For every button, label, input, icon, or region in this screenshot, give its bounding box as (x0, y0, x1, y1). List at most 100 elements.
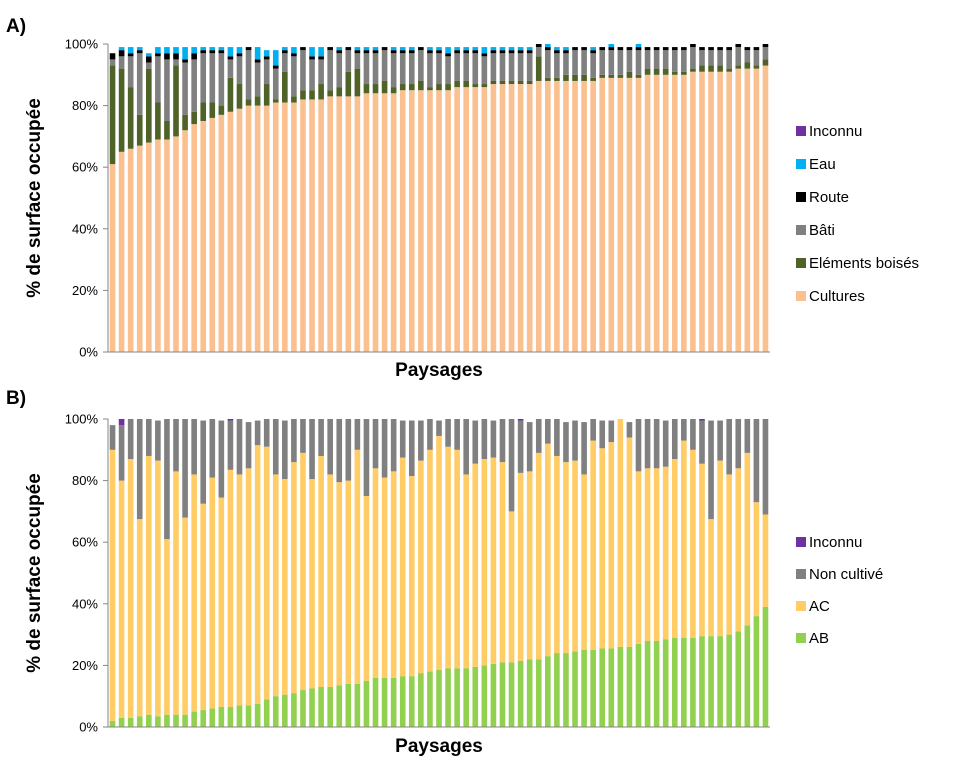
bar-cultures-22 (300, 99, 306, 352)
bar-el-ments-bois-s-63 (671, 71, 678, 75)
bar-b-ti-39 (454, 53, 460, 81)
bar-el-ments-bois-s-45 (508, 80, 515, 85)
bar-el-ments-bois-s-13 (218, 105, 225, 115)
bar-eau-38 (445, 47, 451, 54)
bar-ab-44 (499, 662, 506, 727)
bar-ac-7 (164, 539, 170, 715)
bar-b-ti-38 (445, 56, 451, 85)
bar-ab-28 (354, 683, 361, 727)
bar-eau-47 (526, 47, 533, 51)
bar-el-ments-bois-s-62 (662, 68, 669, 75)
bar-b-ti-37 (436, 53, 442, 85)
bar-el-ments-bois-s-3 (127, 87, 134, 149)
bar-cultures-49 (545, 80, 551, 353)
bar-b-ti-69 (726, 50, 732, 69)
bar-ab-34 (408, 676, 415, 727)
bar-ab-17 (254, 703, 261, 727)
legend-swatch (796, 192, 806, 202)
bar-ab-36 (427, 671, 433, 727)
bar-route-31 (381, 47, 388, 51)
bar-b-ti-47 (526, 53, 533, 81)
bar-cultures-47 (526, 84, 533, 352)
bar-route-54 (590, 50, 596, 54)
bar-route-41 (472, 50, 479, 54)
bar-ab-4 (136, 716, 143, 727)
y-tick-label: 80% (72, 98, 98, 113)
bar-ac-43 (490, 457, 497, 664)
bar-ac-71 (744, 452, 751, 626)
bar-el-ments-bois-s-46 (517, 80, 524, 85)
bar-ab-50 (554, 653, 560, 727)
bar-el-ments-bois-s-9 (182, 114, 188, 131)
bar-el-ments-bois-s-22 (300, 90, 306, 100)
bar-ac-1 (109, 449, 116, 721)
bar-ac-49 (545, 443, 551, 657)
bar-ac-23 (309, 479, 315, 689)
bar-b-ti-48 (535, 47, 542, 57)
bar-cultures-36 (427, 90, 433, 352)
bar-non-cultiv--19 (272, 419, 279, 475)
bar-cultures-12 (209, 117, 216, 352)
bar-cultures-16 (245, 105, 252, 352)
bar-b-ti-63 (671, 50, 678, 72)
bar-b-ti-70 (735, 47, 742, 66)
chart-panel-1: A) 0% 20% 40% 60% 80% 100% Paysages % de surface… (6, 16, 919, 381)
bar-ab-21 (291, 693, 297, 727)
bar-el-ments-bois-s-19 (272, 99, 279, 103)
bar-route-52 (572, 47, 578, 51)
bar-non-cultiv--28 (354, 419, 361, 450)
bar-cultures-2 (118, 151, 125, 352)
bar-ab-65 (690, 637, 696, 727)
bar-eau-2 (118, 47, 125, 51)
bar-cultures-7 (164, 139, 170, 352)
bar-route-20 (282, 50, 288, 54)
bar-ac-51 (563, 462, 569, 654)
bar-ac-12 (209, 477, 216, 709)
bar-b-ti-17 (254, 62, 261, 97)
legend-swatch (796, 291, 806, 301)
y-axis-title: % de surface occupée (24, 473, 45, 673)
bar-ac-32 (390, 471, 397, 678)
bar-route-42 (481, 53, 488, 57)
bar-b-ti-26 (336, 53, 343, 88)
bar-eau-4 (136, 47, 143, 51)
bar-ab-58 (626, 646, 633, 727)
bar-ab-64 (681, 637, 687, 727)
bar-el-ments-bois-s-65 (690, 68, 696, 72)
bar-non-cultiv--67 (708, 420, 714, 520)
bar-non-cultiv--5 (146, 419, 152, 456)
bar-ab-54 (590, 650, 596, 727)
bar-route-21 (291, 53, 297, 57)
bar-non-cultiv--3 (127, 419, 134, 460)
bar-cultures-17 (254, 105, 261, 352)
bar-route-3 (127, 53, 134, 57)
bar-eau-43 (490, 47, 497, 51)
legend-label: Cultures (809, 288, 865, 305)
bar-ab-56 (608, 648, 615, 727)
bar-non-cultiv--69 (726, 419, 732, 475)
bar-cultures-56 (608, 77, 615, 352)
bar-cultures-72 (753, 68, 760, 352)
bar-b-ti-53 (581, 50, 587, 75)
bar-route-65 (690, 44, 696, 48)
legend-label: Route (809, 189, 849, 206)
bar-ab-32 (390, 677, 397, 727)
bars-group (109, 44, 769, 353)
bar-ab-69 (726, 634, 732, 727)
bar-ab-18 (263, 699, 270, 727)
bar-cultures-54 (590, 80, 596, 353)
y-axis-title: % de surface occupée (24, 98, 45, 298)
bar-el-ments-bois-s-69 (726, 68, 732, 72)
bar-route-36 (427, 50, 433, 54)
y-tick-label: 40% (72, 596, 98, 611)
bar-ab-37 (436, 670, 442, 727)
bar-cultures-20 (282, 102, 288, 353)
bar-eau-6 (155, 47, 161, 54)
bar-non-cultiv--58 (626, 422, 633, 438)
bar-ac-50 (554, 455, 560, 654)
bar-b-ti-64 (681, 50, 687, 72)
bar-cultures-24 (318, 99, 324, 352)
bar-el-ments-bois-s-60 (644, 68, 651, 75)
bar-el-ments-bois-s-5 (146, 68, 152, 143)
bar-ac-29 (363, 496, 370, 681)
